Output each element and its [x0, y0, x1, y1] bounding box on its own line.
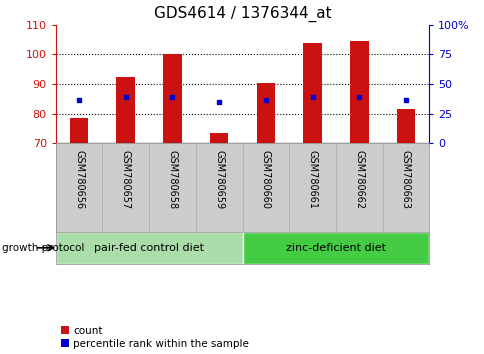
Text: GSM780663: GSM780663	[400, 150, 410, 210]
Text: GSM780660: GSM780660	[260, 150, 270, 210]
Legend: count, percentile rank within the sample: count, percentile rank within the sample	[61, 326, 249, 349]
Bar	[396, 109, 414, 143]
Text: GSM780657: GSM780657	[121, 150, 131, 210]
Bar	[163, 55, 182, 143]
Text: pair-fed control diet: pair-fed control diet	[94, 243, 204, 253]
Bar	[116, 77, 135, 143]
Text: GSM780662: GSM780662	[353, 150, 363, 210]
Text: growth protocol: growth protocol	[2, 243, 85, 253]
Bar	[56, 232, 242, 264]
Text: GSM780658: GSM780658	[167, 150, 177, 210]
Text: GSM780656: GSM780656	[74, 150, 84, 210]
Bar	[242, 232, 428, 264]
Text: GSM780661: GSM780661	[307, 150, 317, 210]
Bar	[256, 82, 274, 143]
Text: GSM780659: GSM780659	[214, 150, 224, 210]
Text: zinc-deficient diet: zinc-deficient diet	[285, 243, 385, 253]
Bar	[70, 118, 88, 143]
Title: GDS4614 / 1376344_at: GDS4614 / 1376344_at	[153, 6, 331, 22]
Bar	[210, 133, 228, 143]
Bar	[302, 42, 321, 143]
Bar	[349, 41, 368, 143]
